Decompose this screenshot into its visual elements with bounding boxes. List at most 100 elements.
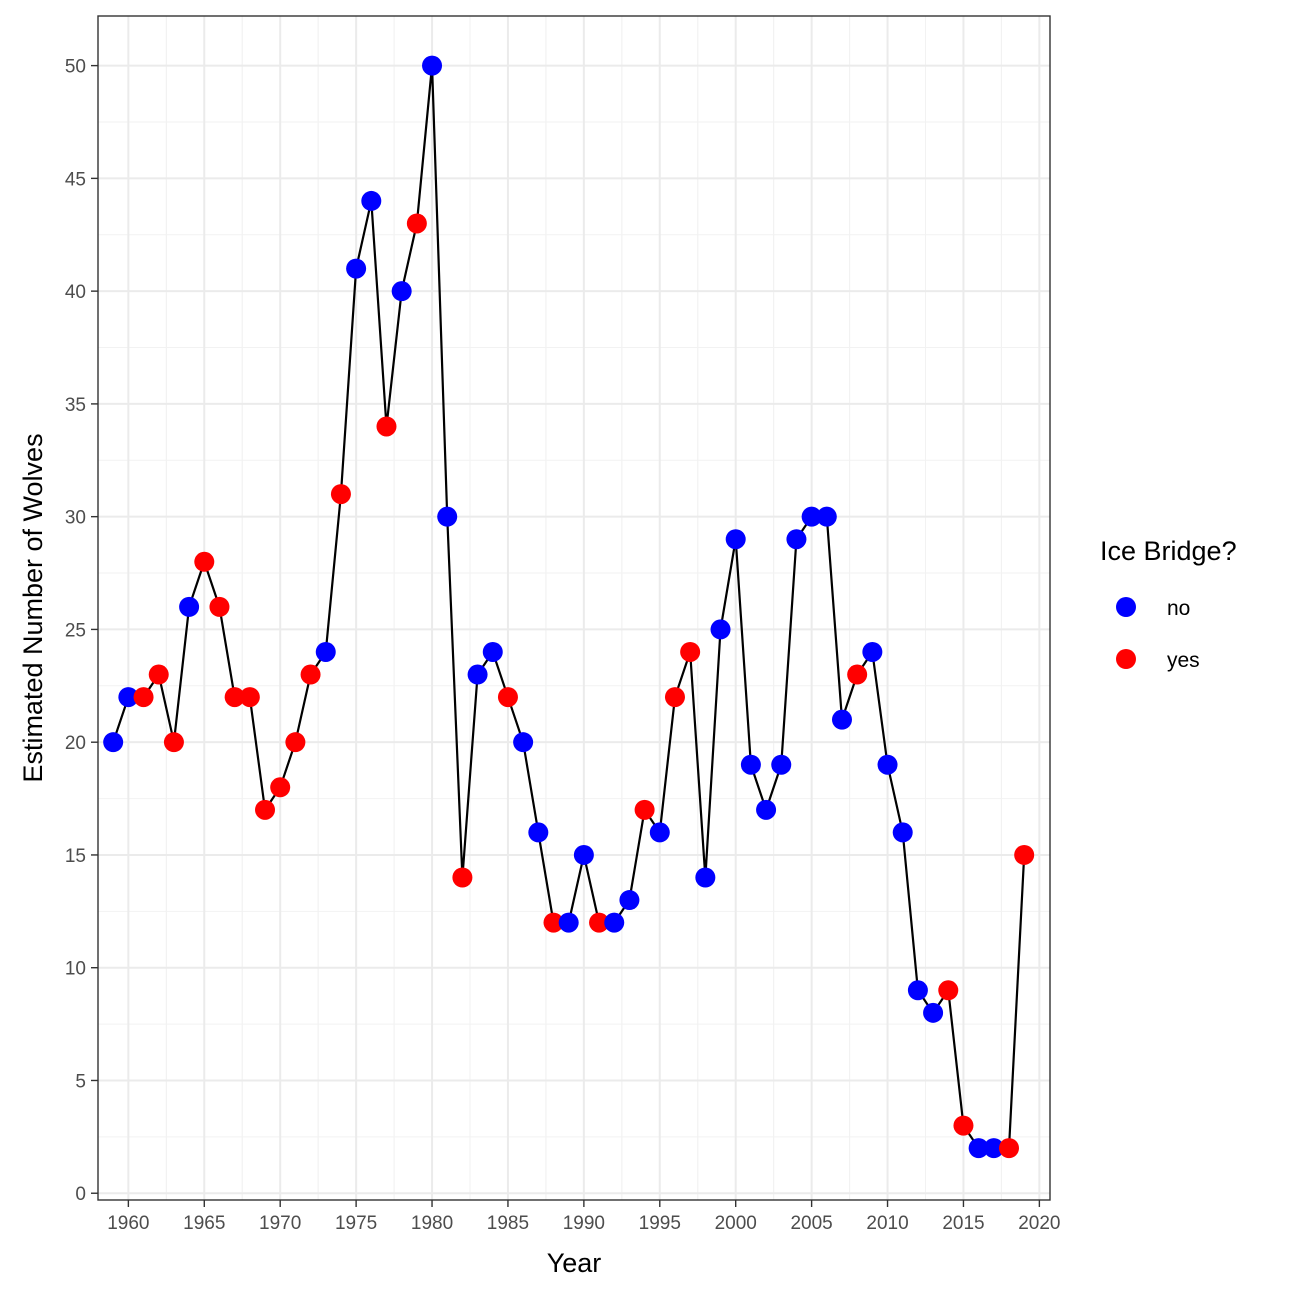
- y-tick-label: 30: [65, 508, 86, 529]
- legend: Ice Bridge? no yes: [1100, 536, 1237, 672]
- data-point: [664, 687, 685, 708]
- data-point: [103, 732, 124, 753]
- data-point: [801, 506, 822, 527]
- data-point: [482, 641, 503, 662]
- y-tick-label: 15: [65, 846, 86, 867]
- data-point: [649, 822, 670, 843]
- x-tick-label: 1965: [183, 1213, 225, 1234]
- y-tick-label: 45: [65, 169, 86, 190]
- x-tick-label: 1970: [259, 1213, 301, 1234]
- data-point: [680, 641, 701, 662]
- data-point: [756, 799, 777, 820]
- data-point: [163, 732, 184, 753]
- data-point: [528, 822, 549, 843]
- data-point: [315, 641, 336, 662]
- legend-key-yes: [1116, 649, 1136, 669]
- data-point: [558, 912, 579, 933]
- data-point: [330, 484, 351, 505]
- data-point: [619, 890, 640, 911]
- y-tick-label: 25: [65, 620, 86, 641]
- data-point: [907, 980, 928, 1001]
- data-point: [1014, 844, 1035, 865]
- legend-label-no: no: [1167, 597, 1190, 620]
- data-point: [695, 867, 716, 888]
- data-point: [255, 799, 276, 820]
- data-point: [634, 799, 655, 820]
- data-point: [831, 709, 852, 730]
- data-point: [194, 551, 215, 572]
- data-point: [999, 1138, 1020, 1159]
- data-point: [118, 687, 139, 708]
- data-point: [497, 687, 518, 708]
- data-point: [513, 732, 534, 753]
- data-point: [725, 529, 746, 550]
- data-point: [467, 664, 488, 685]
- x-tick-label: 1990: [563, 1213, 605, 1234]
- legend-key-no: [1116, 597, 1136, 617]
- data-point: [968, 1138, 989, 1159]
- data-point: [133, 687, 154, 708]
- x-tick-label: 2010: [866, 1213, 908, 1234]
- y-tick-label: 10: [65, 959, 86, 980]
- data-point: [391, 281, 412, 302]
- y-tick-label: 40: [65, 282, 86, 303]
- data-point: [452, 867, 473, 888]
- data-point: [148, 664, 169, 685]
- data-point: [862, 641, 883, 662]
- data-points: [103, 55, 1035, 1159]
- data-point: [179, 596, 200, 617]
- data-point: [209, 596, 230, 617]
- panel-border: [97, 15, 1051, 1201]
- x-axis: 1960 1965 1970 1975 1980 1985 1990 1995 2000 2005…: [107, 1200, 1061, 1234]
- y-tick-label: 35: [65, 395, 86, 416]
- data-point: [589, 912, 610, 933]
- data-point: [816, 506, 837, 527]
- legend-title: Ice Bridge?: [1100, 536, 1237, 566]
- data-point: [543, 912, 564, 933]
- data-point: [406, 213, 427, 234]
- y-tick-label: 20: [65, 733, 86, 754]
- data-point: [892, 822, 913, 843]
- data-point: [923, 1002, 944, 1023]
- data-point: [300, 664, 321, 685]
- x-tick-label: 1980: [411, 1213, 453, 1234]
- data-point: [270, 777, 291, 798]
- legend-label-yes: yes: [1167, 649, 1200, 672]
- y-axis: 0 5 10 15 20 25 30 35 40 45 50: [65, 57, 98, 1205]
- data-point: [437, 506, 458, 527]
- data-point: [710, 619, 731, 640]
- x-tick-label: 1960: [107, 1213, 149, 1234]
- y-tick-label: 0: [75, 1184, 86, 1205]
- x-axis-title: Year: [547, 1248, 602, 1278]
- data-point: [285, 732, 306, 753]
- x-tick-label: 1985: [487, 1213, 529, 1234]
- x-tick-label: 2005: [790, 1213, 832, 1234]
- y-axis-title: Estimated Number of Wolves: [18, 433, 48, 782]
- data-point: [376, 416, 397, 437]
- x-tick-label: 1975: [335, 1213, 377, 1234]
- y-tick-label: 5: [75, 1071, 86, 1092]
- data-point: [361, 190, 382, 211]
- x-tick-label: 2020: [1018, 1213, 1060, 1234]
- x-tick-label: 2015: [942, 1213, 984, 1234]
- data-point: [786, 529, 807, 550]
- data-point: [771, 754, 792, 775]
- data-point: [239, 687, 260, 708]
- data-point: [877, 754, 898, 775]
- data-point: [938, 980, 959, 1001]
- data-point: [346, 258, 367, 279]
- data-point: [983, 1138, 1004, 1159]
- data-point: [422, 55, 443, 76]
- data-point: [953, 1115, 974, 1136]
- y-tick-label: 50: [65, 57, 86, 78]
- grid: [98, 16, 1050, 1200]
- data-point: [847, 664, 868, 685]
- data-point: [224, 687, 245, 708]
- data-point: [573, 844, 594, 865]
- x-tick-label: 2000: [715, 1213, 757, 1234]
- data-point: [604, 912, 625, 933]
- x-tick-label: 1995: [639, 1213, 681, 1234]
- data-point: [740, 754, 761, 775]
